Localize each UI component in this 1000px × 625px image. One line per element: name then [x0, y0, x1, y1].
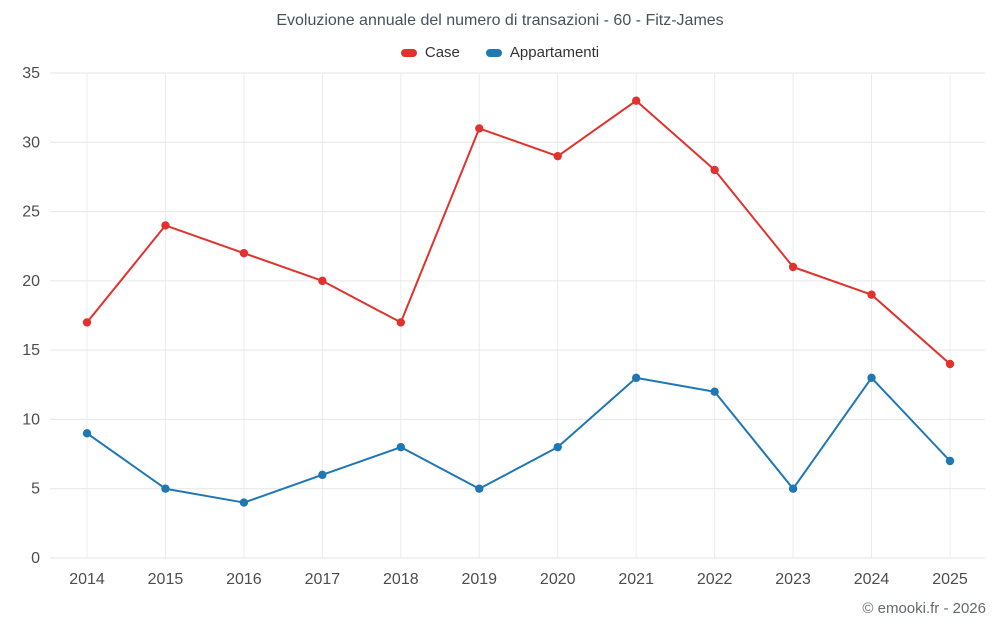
data-point-appartamenti-2025[interactable] — [945, 456, 955, 466]
y-tick-label: 5 — [31, 481, 40, 498]
x-tick-label: 2018 — [383, 571, 419, 588]
data-point-appartamenti-2020[interactable] — [553, 442, 562, 452]
chart-credit: © emooki.fr - 2026 — [862, 600, 986, 617]
series-line-appartamenti — [86, 376, 951, 504]
x-tick-label: 2021 — [618, 571, 654, 588]
data-point-case-2021[interactable] — [631, 96, 641, 105]
y-tick-label: 15 — [22, 342, 40, 359]
data-point-appartamenti-2014[interactable] — [82, 429, 92, 438]
data-point-appartamenti-2024[interactable] — [867, 373, 876, 383]
y-tick-label: 35 — [22, 65, 40, 82]
data-point-appartamenti-2015[interactable] — [161, 484, 170, 493]
y-tick-label: 25 — [22, 204, 40, 221]
data-point-case-2018[interactable] — [396, 318, 406, 327]
y-tick-label: 10 — [22, 411, 40, 428]
legend-marker-case — [400, 48, 417, 57]
x-tick-label: 2014 — [69, 571, 105, 588]
data-point-appartamenti-2017[interactable] — [318, 470, 327, 480]
data-point-case-2019[interactable] — [475, 124, 484, 133]
data-point-case-2016[interactable] — [239, 248, 249, 258]
legend-label-case: Case — [424, 44, 460, 61]
data-point-case-2022[interactable] — [710, 165, 719, 175]
y-tick-label: 20 — [22, 273, 40, 290]
x-tick-label: 2016 — [226, 571, 262, 588]
legend-marker-appartamenti — [485, 48, 502, 57]
legend-item-case[interactable]: Case — [400, 44, 460, 61]
data-point-case-2014[interactable] — [82, 318, 92, 327]
data-point-case-2024[interactable] — [867, 290, 876, 299]
chart-legend: Case Appartamenti — [0, 44, 1000, 61]
data-point-case-2025[interactable] — [945, 359, 955, 369]
x-tick-label: 2019 — [461, 571, 497, 588]
x-tick-label: 2022 — [697, 571, 733, 588]
data-point-case-2017[interactable] — [318, 276, 327, 286]
data-point-case-2015[interactable] — [161, 221, 170, 230]
data-point-case-2023[interactable] — [788, 262, 798, 272]
x-tick-label: 2025 — [932, 571, 968, 588]
chart-title: Evoluzione annuale del numero di transaz… — [276, 12, 724, 29]
data-point-case-2020[interactable] — [553, 151, 562, 161]
x-tick-label: 2017 — [305, 571, 341, 588]
data-point-appartamenti-2019[interactable] — [475, 484, 484, 493]
y-tick-label: 30 — [22, 134, 40, 151]
data-point-appartamenti-2022[interactable] — [710, 387, 719, 396]
series-line-case — [86, 99, 951, 365]
data-point-appartamenti-2021[interactable] — [631, 373, 641, 383]
data-point-appartamenti-2018[interactable] — [396, 442, 406, 452]
x-tick-label: 2024 — [854, 571, 890, 588]
x-tick-label: 2015 — [148, 571, 184, 588]
x-tick-label: 2020 — [540, 571, 576, 588]
data-point-appartamenti-2016[interactable] — [239, 498, 249, 507]
y-tick-label: 0 — [31, 550, 40, 567]
data-point-appartamenti-2023[interactable] — [788, 484, 798, 493]
legend-item-appartamenti[interactable]: Appartamenti — [485, 44, 600, 61]
x-tick-label: 2023 — [775, 571, 811, 588]
legend-label-appartamenti: Appartamenti — [509, 44, 600, 61]
